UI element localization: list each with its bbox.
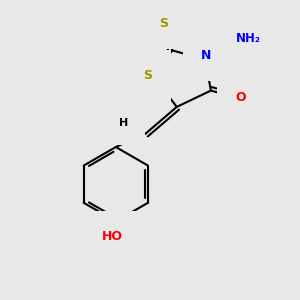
- Text: HO: HO: [102, 230, 123, 243]
- Text: N: N: [201, 49, 212, 62]
- Text: S: S: [143, 69, 152, 82]
- Text: NH₂: NH₂: [236, 32, 261, 45]
- Text: S: S: [159, 17, 168, 30]
- Text: H: H: [118, 118, 128, 128]
- Text: O: O: [235, 92, 246, 104]
